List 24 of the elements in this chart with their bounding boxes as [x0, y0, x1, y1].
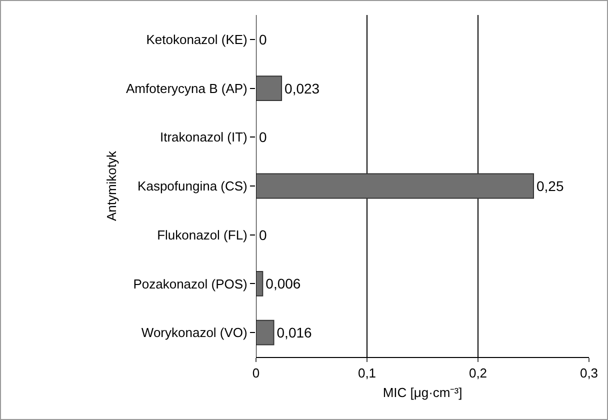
- x-axis-title: MIC [μg·cm⁻³]: [382, 385, 462, 400]
- y-tick-label: Pozakonazol (POS): [133, 276, 248, 292]
- x-tick-label: 0: [252, 366, 260, 381]
- y-axis-title: Antymikotyk: [104, 150, 119, 222]
- y-tick-label: Flukonazol (FL): [157, 227, 248, 242]
- y-tick-label: Itrakonazol (IT): [160, 130, 248, 145]
- x-tick-label: 0,2: [468, 366, 488, 381]
- bar: [256, 173, 534, 199]
- y-tick-label: Kaspofungina (CS): [138, 178, 248, 194]
- bar: [256, 76, 282, 101]
- x-tick-label: 0,3: [580, 366, 598, 381]
- data-label: 0,023: [284, 80, 320, 96]
- data-label: 0,006: [266, 276, 301, 292]
- y-tick-label: Ketokonazol (KE): [146, 32, 248, 47]
- data-label: 0: [259, 129, 267, 146]
- data-label: 0,25: [536, 178, 564, 194]
- bar: [256, 320, 274, 346]
- data-label: 0: [259, 31, 267, 48]
- bar: [256, 271, 264, 296]
- y-tick-label: Amfoterycyna B (AP): [126, 80, 248, 96]
- y-tick-label: Worykonazol (VO): [141, 325, 248, 340]
- data-label: 0,016: [276, 324, 312, 341]
- x-tick-label: 0,1: [358, 366, 376, 381]
- data-label: 0: [259, 226, 267, 243]
